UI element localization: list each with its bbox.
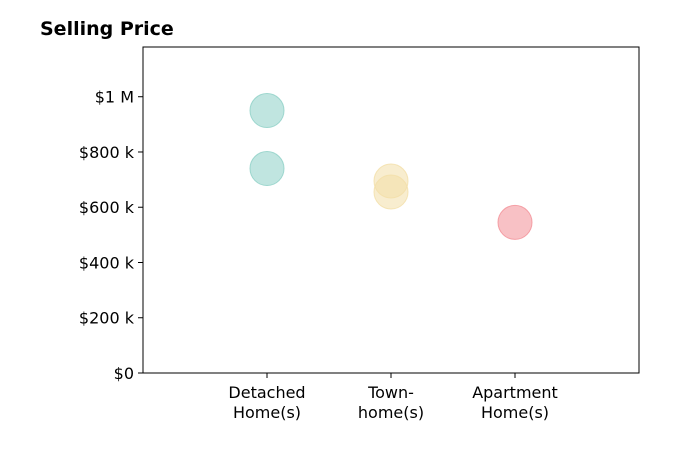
x-tick-label: Apartment <box>472 383 558 402</box>
y-axis: $0 $200 k $400 k $600 k $800 k $1 M <box>79 88 143 383</box>
y-tick-label: $1 M <box>95 88 134 107</box>
points-layer <box>249 93 533 240</box>
plot-frame <box>142 46 640 374</box>
data-point <box>249 151 285 187</box>
data-point <box>373 174 409 210</box>
x-tick-label: Home(s) <box>233 403 301 422</box>
x-tick-label: Home(s) <box>481 403 549 422</box>
x-axis: DetachedHome(s)Town-home(s)ApartmentHome… <box>228 373 558 422</box>
chart-title: Selling Price <box>40 18 174 40</box>
x-tick-label: Detached <box>228 383 305 402</box>
x-tick-label: home(s) <box>358 403 424 422</box>
data-point <box>249 93 285 129</box>
data-point <box>497 204 533 240</box>
y-tick-label: $800 k <box>79 143 135 162</box>
y-tick-label: $600 k <box>79 198 135 217</box>
y-tick-label: $200 k <box>79 309 135 328</box>
y-tick-label: $0 <box>114 364 134 383</box>
x-tick-label: Town- <box>367 383 414 402</box>
y-tick-label: $400 k <box>79 253 135 272</box>
